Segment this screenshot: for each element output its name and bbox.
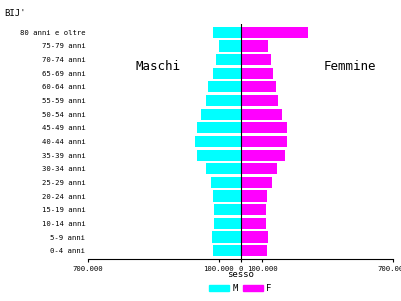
Bar xyxy=(241,40,268,51)
Bar xyxy=(198,150,241,161)
Text: Femmine: Femmine xyxy=(323,60,376,73)
Bar xyxy=(212,231,241,243)
Bar xyxy=(241,95,278,106)
Bar xyxy=(241,81,276,92)
Bar xyxy=(213,27,241,38)
Bar xyxy=(201,109,241,120)
Bar xyxy=(213,68,241,79)
Bar xyxy=(214,204,241,215)
Bar xyxy=(195,136,241,147)
Bar xyxy=(241,191,267,202)
Bar xyxy=(206,163,241,174)
Bar xyxy=(241,68,273,79)
Bar xyxy=(216,54,241,65)
Bar xyxy=(241,122,287,133)
Bar xyxy=(241,27,308,38)
Bar xyxy=(241,218,266,229)
Bar xyxy=(219,40,241,51)
Bar xyxy=(241,109,282,120)
Bar xyxy=(241,245,267,256)
Bar xyxy=(213,191,241,202)
Bar xyxy=(209,81,241,92)
Bar xyxy=(211,177,241,188)
Bar xyxy=(241,204,266,215)
Text: Maschi: Maschi xyxy=(136,60,180,73)
Legend: M, F: M, F xyxy=(206,267,275,296)
Bar xyxy=(213,245,241,256)
Bar xyxy=(214,218,241,229)
Bar xyxy=(241,54,271,65)
Bar xyxy=(241,136,287,147)
Bar xyxy=(196,122,241,133)
Text: BIJ': BIJ' xyxy=(4,9,26,18)
Bar xyxy=(241,177,271,188)
Bar xyxy=(206,95,241,106)
Bar xyxy=(241,231,268,243)
Bar xyxy=(241,150,285,161)
Bar xyxy=(241,163,277,174)
